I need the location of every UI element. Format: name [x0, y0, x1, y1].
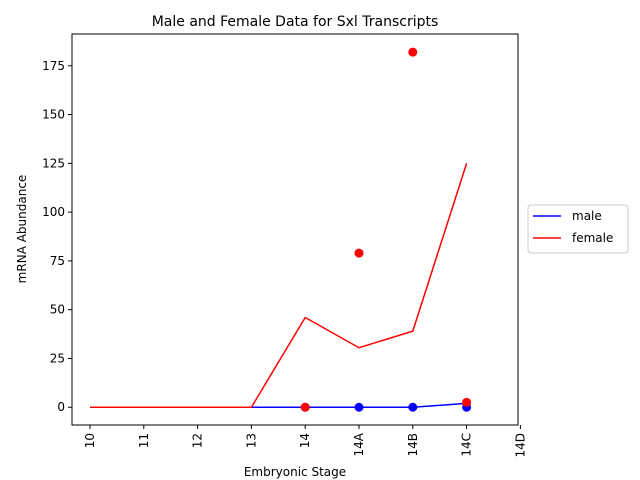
plot-border [71, 33, 519, 426]
legend-box [527, 204, 629, 254]
data-point-female [408, 47, 418, 57]
x-tick-label: 14C [460, 433, 474, 457]
y-tick-label: 150 [42, 108, 65, 122]
y-tick-label: 75 [50, 254, 65, 268]
x-axis: 10 11 12 13 14 14A 14B 14C 14D [83, 425, 527, 458]
x-tick-label: 14D [513, 433, 527, 458]
series-layer [90, 47, 472, 412]
x-axis-title: Embryonic Stage [244, 465, 346, 479]
legend: male female [527, 204, 629, 254]
y-axis-title: mRNA Abundance [15, 175, 29, 284]
legend-label-female: female [572, 231, 613, 245]
x-tick-label: 10 [83, 433, 97, 448]
x-tick-label: 14 [298, 433, 312, 448]
y-axis: 0 25 50 75 100 125 150 175 [42, 59, 72, 414]
plot-area [72, 34, 518, 425]
x-tick-label: 13 [244, 433, 258, 448]
y-tick-label: 175 [42, 59, 65, 73]
x-tick-label: 14B [406, 433, 420, 457]
data-point-female [462, 397, 472, 407]
x-tick-label: 11 [137, 433, 151, 448]
data-point-male [354, 402, 364, 412]
y-tick-label: 0 [57, 400, 65, 414]
y-tick-label: 125 [42, 156, 65, 170]
y-tick-label: 50 [50, 303, 65, 317]
y-tick-label: 100 [42, 205, 65, 219]
data-point-male [408, 402, 418, 412]
x-tick-label: 14A [352, 432, 366, 456]
legend-label-male: male [572, 209, 602, 223]
data-point-female [354, 248, 364, 258]
data-point-female [300, 402, 310, 412]
x-tick-label: 12 [191, 433, 205, 448]
chart-title: Male and Female Data for Sxl Transcripts [152, 14, 439, 30]
y-tick-label: 25 [50, 351, 65, 365]
series-line-female [90, 163, 468, 408]
